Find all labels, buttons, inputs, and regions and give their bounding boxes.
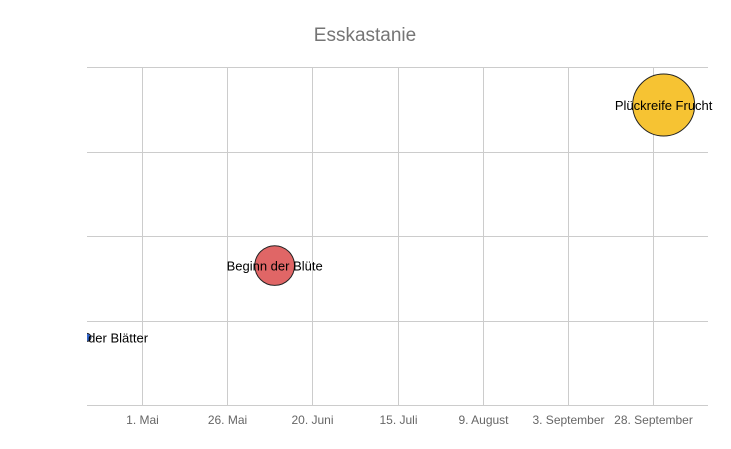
x-tick-label: 15. Juli xyxy=(379,413,417,427)
x-axis-ticks: 1. Mai 26. Mai 20. Juni 15. Juli 9. August 3.… xyxy=(126,413,693,427)
x-tick-label: 26. Mai xyxy=(208,413,247,427)
x-tick-label: 1. Mai xyxy=(126,413,159,427)
x-tick-label: 3. September xyxy=(532,413,604,427)
bubble-point xyxy=(254,245,296,286)
bubble-label: Plückreife Frucht xyxy=(615,98,713,113)
x-tick-label: 9. August xyxy=(458,413,509,427)
bubble-point xyxy=(632,73,696,137)
grid xyxy=(87,67,708,406)
chart-title: Esskastanie xyxy=(314,25,416,46)
bubble-label: Entfaltung der Blätter xyxy=(26,330,149,345)
x-tick-label: 20. Juni xyxy=(291,413,333,427)
bubble-point xyxy=(87,332,92,342)
bubble-label: Beginn der Blüte xyxy=(227,259,323,274)
x-tick-label: 28. September xyxy=(614,413,693,427)
bubbles: Entfaltung der Blätter Beginn der Blüte Pl… xyxy=(26,73,713,345)
